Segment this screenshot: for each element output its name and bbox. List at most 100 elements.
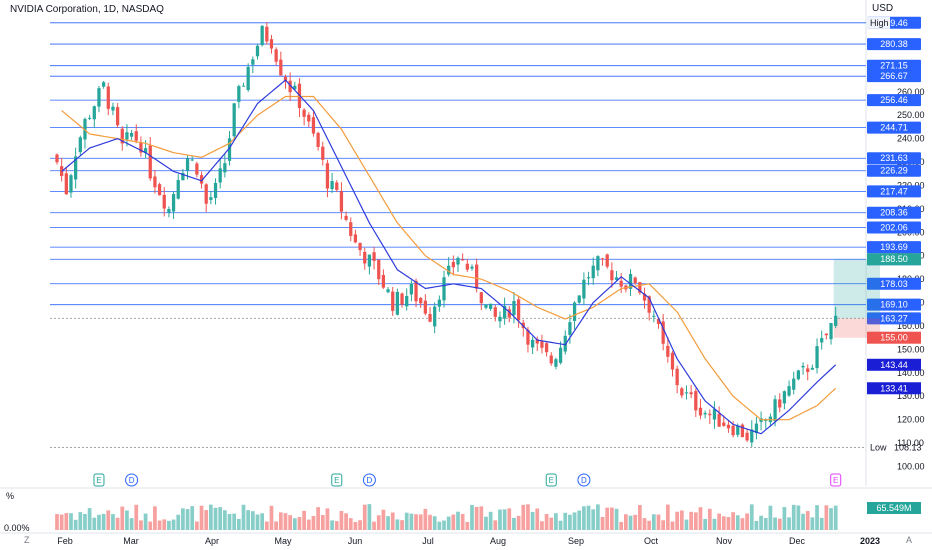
candle-body[interactable] <box>726 424 731 429</box>
candle-body[interactable] <box>204 184 208 204</box>
volume-bar[interactable] <box>819 517 824 530</box>
ema-fast-line[interactable] <box>61 79 837 435</box>
volume-bar[interactable] <box>745 513 749 530</box>
candle-body[interactable] <box>526 329 530 345</box>
volume-bar[interactable] <box>250 511 255 530</box>
candle-body[interactable] <box>773 399 777 422</box>
volume-bar[interactable] <box>572 512 577 530</box>
candle-body[interactable] <box>419 297 423 304</box>
earnings-marker[interactable] <box>545 473 557 487</box>
volume-bar[interactable] <box>97 514 101 530</box>
volume-bar[interactable] <box>348 518 353 530</box>
candle-body[interactable] <box>199 175 204 184</box>
candle-body[interactable] <box>451 261 455 268</box>
volume-bar[interactable] <box>675 511 680 530</box>
candle-body[interactable] <box>330 181 334 189</box>
candle-body[interactable] <box>736 425 740 435</box>
volume-bar[interactable] <box>311 515 316 530</box>
volume-bar[interactable] <box>502 509 507 530</box>
volume-bar[interactable] <box>134 504 139 530</box>
volume-bar[interactable] <box>400 520 404 530</box>
volume-bar[interactable] <box>325 508 330 530</box>
volume-bar[interactable] <box>707 508 712 530</box>
candle-body[interactable] <box>792 378 796 390</box>
candle-body[interactable] <box>74 156 78 180</box>
volume-bar[interactable] <box>129 518 134 530</box>
candle-body[interactable] <box>92 106 96 120</box>
volume-bar[interactable] <box>689 511 694 530</box>
candle-body[interactable] <box>722 422 726 426</box>
volume-bar[interactable] <box>754 520 759 530</box>
candle-body[interactable] <box>223 163 227 173</box>
candle-body[interactable] <box>642 293 647 301</box>
candle-body[interactable] <box>489 303 493 309</box>
candle-body[interactable] <box>712 409 717 420</box>
volume-bar[interactable] <box>526 504 530 530</box>
candle-body[interactable] <box>335 182 339 190</box>
candle-body[interactable] <box>185 158 190 171</box>
volume-bar[interactable] <box>735 515 740 530</box>
volume-bar[interactable] <box>731 512 735 530</box>
candle-body[interactable] <box>377 259 381 280</box>
candle-body[interactable] <box>69 175 73 193</box>
volume-bar[interactable] <box>777 518 782 530</box>
volume-bar[interactable] <box>246 510 251 530</box>
candle-body[interactable] <box>391 291 395 311</box>
volume-bar[interactable] <box>185 509 190 530</box>
volume-bar[interactable] <box>442 520 446 530</box>
volume-bar[interactable] <box>162 519 167 530</box>
volume-bar[interactable] <box>628 515 633 530</box>
volume-bar[interactable] <box>488 511 493 530</box>
volume-bar[interactable] <box>269 505 274 530</box>
volume-bar[interactable] <box>633 514 638 530</box>
candle-body[interactable] <box>162 194 166 209</box>
candle-body[interactable] <box>661 321 665 344</box>
auto-scale-button[interactable]: A <box>906 535 913 545</box>
candle-body[interactable] <box>554 359 558 367</box>
candle-body[interactable] <box>167 209 171 213</box>
candle-body[interactable] <box>498 316 502 322</box>
candle-body[interactable] <box>246 66 250 91</box>
position-profit-zone[interactable] <box>833 259 880 319</box>
volume-bar[interactable] <box>801 513 805 530</box>
volume-bar[interactable] <box>610 507 614 530</box>
candle-body[interactable] <box>461 259 465 261</box>
candle-body[interactable] <box>97 88 101 107</box>
candle-body[interactable] <box>386 289 390 293</box>
candle-body[interactable] <box>339 191 344 212</box>
candle-body[interactable] <box>689 392 693 395</box>
candle-body[interactable] <box>824 333 828 336</box>
volume-bar[interactable] <box>614 508 619 530</box>
candle-body[interactable] <box>600 258 605 260</box>
candle-body[interactable] <box>428 314 432 322</box>
volume-bar[interactable] <box>143 513 148 530</box>
candle-body[interactable] <box>265 26 269 42</box>
volume-bar[interactable] <box>255 514 260 530</box>
candle-body[interactable] <box>549 355 553 364</box>
volume-bar[interactable] <box>367 504 372 530</box>
volume-bar[interactable] <box>101 513 106 530</box>
volume-bar[interactable] <box>465 521 470 530</box>
volume-bar[interactable] <box>437 521 442 530</box>
candle-body[interactable] <box>806 368 810 373</box>
volume-bar[interactable] <box>661 520 666 530</box>
candle-body[interactable] <box>400 293 404 305</box>
candle-body[interactable] <box>465 263 469 270</box>
timezone-button[interactable]: Z <box>24 535 30 545</box>
volume-bar[interactable] <box>125 510 129 530</box>
volume-bar[interactable] <box>656 514 661 530</box>
candle-body[interactable] <box>577 295 581 303</box>
volume-bar[interactable] <box>558 520 563 530</box>
volume-bar[interactable] <box>157 520 162 530</box>
volume-bar[interactable] <box>717 513 721 530</box>
volume-bar[interactable] <box>418 514 423 530</box>
volume-bar[interactable] <box>582 506 586 530</box>
volume-bar[interactable] <box>596 504 600 530</box>
volume-bar[interactable] <box>120 506 125 530</box>
volume-bar[interactable] <box>651 514 656 530</box>
candle-body[interactable] <box>470 266 474 269</box>
volume-bar[interactable] <box>726 516 731 530</box>
volume-bar[interactable] <box>111 514 115 530</box>
volume-bar[interactable] <box>460 513 465 530</box>
volume-bar[interactable] <box>484 516 488 530</box>
